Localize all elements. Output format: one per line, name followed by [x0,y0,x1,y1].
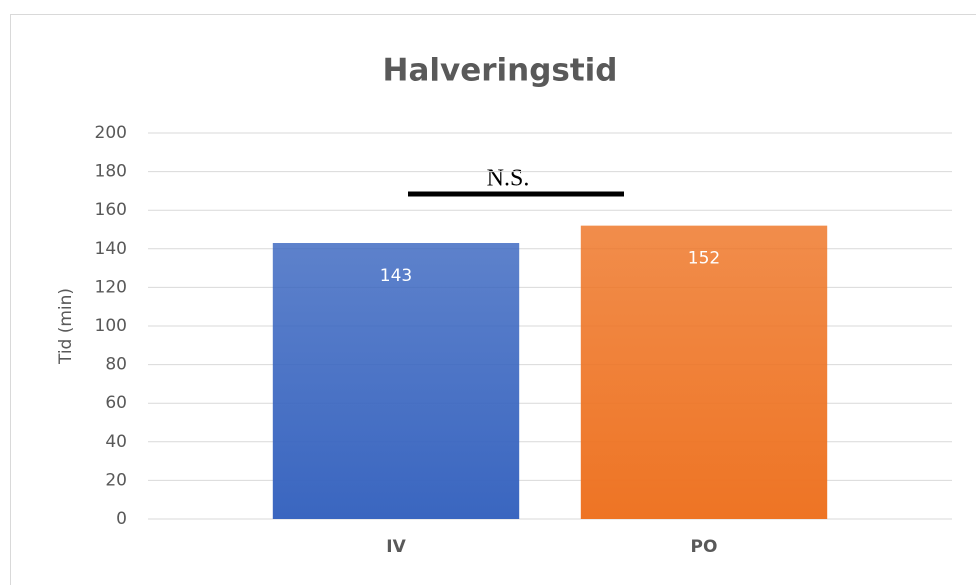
data-label: 143 [380,266,412,286]
y-tick-label: 200 [95,123,127,143]
x-tick-label: PO [691,537,718,557]
y-tick-label: 20 [105,470,127,490]
y-tick-label: 180 [95,162,127,182]
y-tick-label: 100 [95,316,127,336]
y-tick-label: 140 [95,239,127,259]
bar [580,225,828,519]
bar [272,243,520,519]
y-tick-label: 120 [95,277,127,297]
y-tick-label: 80 [105,355,127,375]
y-tick-label: 40 [105,432,127,452]
chart-title: Halveringstid [383,53,618,89]
annotation: N.S. [487,166,530,192]
y-tick-label: 0 [116,509,127,529]
y-axis-label: Tid (min) [56,288,76,365]
x-tick-label: IV [386,537,406,557]
y-tick-label: 60 [105,393,127,413]
data-label: 152 [688,249,720,269]
y-tick-label: 160 [95,200,127,220]
